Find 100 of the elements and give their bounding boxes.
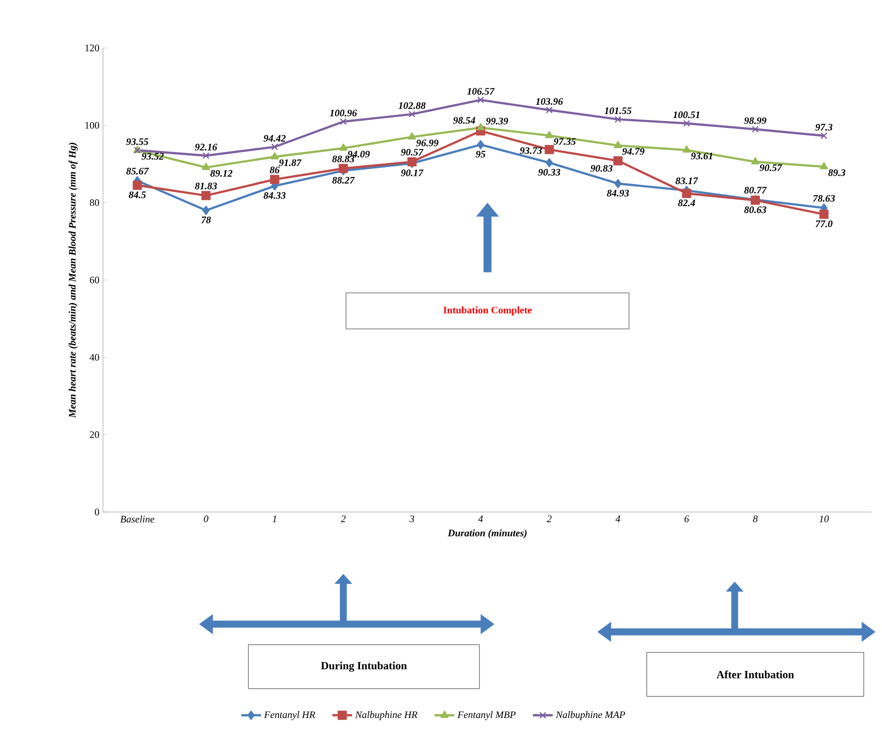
point (338, 164, 348, 174)
x-tick-label: 2 (546, 516, 552, 522)
data-label: 88.83 (332, 156, 354, 162)
data-label: 90.57 (400, 148, 424, 156)
point (614, 140, 622, 148)
point (820, 162, 828, 170)
point (614, 116, 622, 123)
x-tick-label: 4 (616, 516, 620, 522)
data-label: 84.5 (128, 191, 146, 198)
point (408, 110, 416, 118)
data-label: 81.83 (194, 182, 217, 190)
legend-label: Nalbuphine HR (355, 711, 418, 720)
point (270, 174, 280, 184)
point (132, 180, 142, 190)
data-label: 101.55 (604, 107, 632, 114)
point (682, 145, 691, 153)
data-label: 90.17 (400, 170, 424, 176)
point (201, 191, 211, 200)
data-label: 92.16 (194, 144, 218, 150)
data-label: 100.96 (330, 110, 358, 116)
data-label: 80.63 (744, 206, 766, 214)
point (751, 157, 760, 164)
point (613, 156, 623, 166)
data-label: 96.99 (416, 140, 438, 146)
point (477, 96, 484, 104)
point (546, 158, 553, 168)
data-label: 93.52 (142, 152, 164, 160)
data-label: 89.3 (828, 169, 846, 176)
point (202, 206, 210, 215)
point (202, 162, 210, 170)
data-label: 93.73 (520, 147, 542, 154)
point (544, 144, 554, 154)
data-label: 83.17 (676, 177, 698, 184)
data-label: 97.35 (554, 138, 576, 145)
data-label: 94.79 (622, 148, 644, 155)
y-tick-label: 100 (85, 122, 100, 129)
y-tick-label: 20 (90, 431, 100, 438)
point (271, 143, 278, 150)
data-label: 88.27 (332, 176, 355, 184)
annotation: Intubation Complete (443, 306, 532, 316)
data-label: 103.96 (536, 98, 564, 105)
x-tick-label: 4 (478, 516, 483, 522)
point (340, 118, 347, 126)
data-label: 102.88 (398, 102, 426, 110)
data-label: 98.99 (744, 117, 766, 124)
point (408, 132, 416, 140)
data-label: 89.12 (210, 170, 232, 177)
y-tick-label: 80 (90, 199, 100, 206)
data-label: 93.55 (126, 138, 148, 146)
data-label: 90.57 (760, 164, 782, 172)
point (682, 188, 692, 198)
legend-label: Nalbuphine MAP (556, 711, 626, 720)
point (614, 179, 622, 188)
y-tick-label: 120 (85, 44, 100, 52)
y-tick-label: 40 (90, 354, 100, 361)
point (819, 210, 829, 219)
data-label: 80.77 (744, 186, 767, 194)
point (476, 123, 485, 130)
point (546, 106, 553, 114)
x-tick-label: 6 (684, 516, 690, 522)
y-tick-label: 0 (94, 508, 100, 516)
data-label: 90.83 (590, 164, 613, 172)
point (339, 144, 348, 151)
x-tick-label: 3 (409, 516, 414, 522)
legend-label: Fentanyl MBP (457, 711, 516, 720)
x-tick-label: 2 (340, 516, 346, 522)
y-tick-label: 60 (90, 276, 100, 284)
data-label: 84.93 (606, 190, 629, 197)
point (752, 126, 759, 133)
data-label: 98.54 (453, 117, 476, 124)
data-label: 97.3 (815, 124, 832, 131)
data-label: 94.09 (348, 150, 370, 158)
data-label: 90.33 (538, 168, 560, 176)
x-tick-label: 8 (753, 516, 758, 522)
data-label: 84.33 (264, 192, 286, 199)
data-label: 93.61 (690, 152, 712, 160)
x-axis-title: Duration (minutes) (448, 529, 527, 538)
data-label: 78 (201, 216, 211, 224)
x-tick-label: 1 (272, 516, 276, 522)
data-label: 85.67 (126, 168, 149, 175)
data-label: 95 (476, 150, 486, 158)
data-label: 99.39 (486, 118, 508, 124)
x-tick-label: Baseline (120, 516, 154, 523)
data-label: 106.57 (467, 88, 495, 95)
point (683, 120, 690, 127)
data-label: 94.42 (264, 134, 286, 142)
point (545, 130, 554, 138)
point (477, 140, 484, 150)
text: After Intubation (716, 670, 794, 678)
data-label: 100.51 (673, 111, 700, 118)
x-tick-label: 10 (819, 516, 829, 522)
point (270, 152, 279, 160)
legend-label: Fentanyl HR (264, 711, 316, 720)
data-label: 82.4 (678, 200, 696, 206)
y-axis-title: Mean heart rate (beats/min) and Mean Blood Pressure (mm of Hg) (68, 142, 78, 418)
data-label: 78.63 (813, 195, 835, 202)
data-label: 86 (270, 166, 280, 174)
point (202, 152, 210, 160)
data-label: 77.0 (816, 220, 832, 228)
data-label: 91.87 (278, 159, 302, 166)
